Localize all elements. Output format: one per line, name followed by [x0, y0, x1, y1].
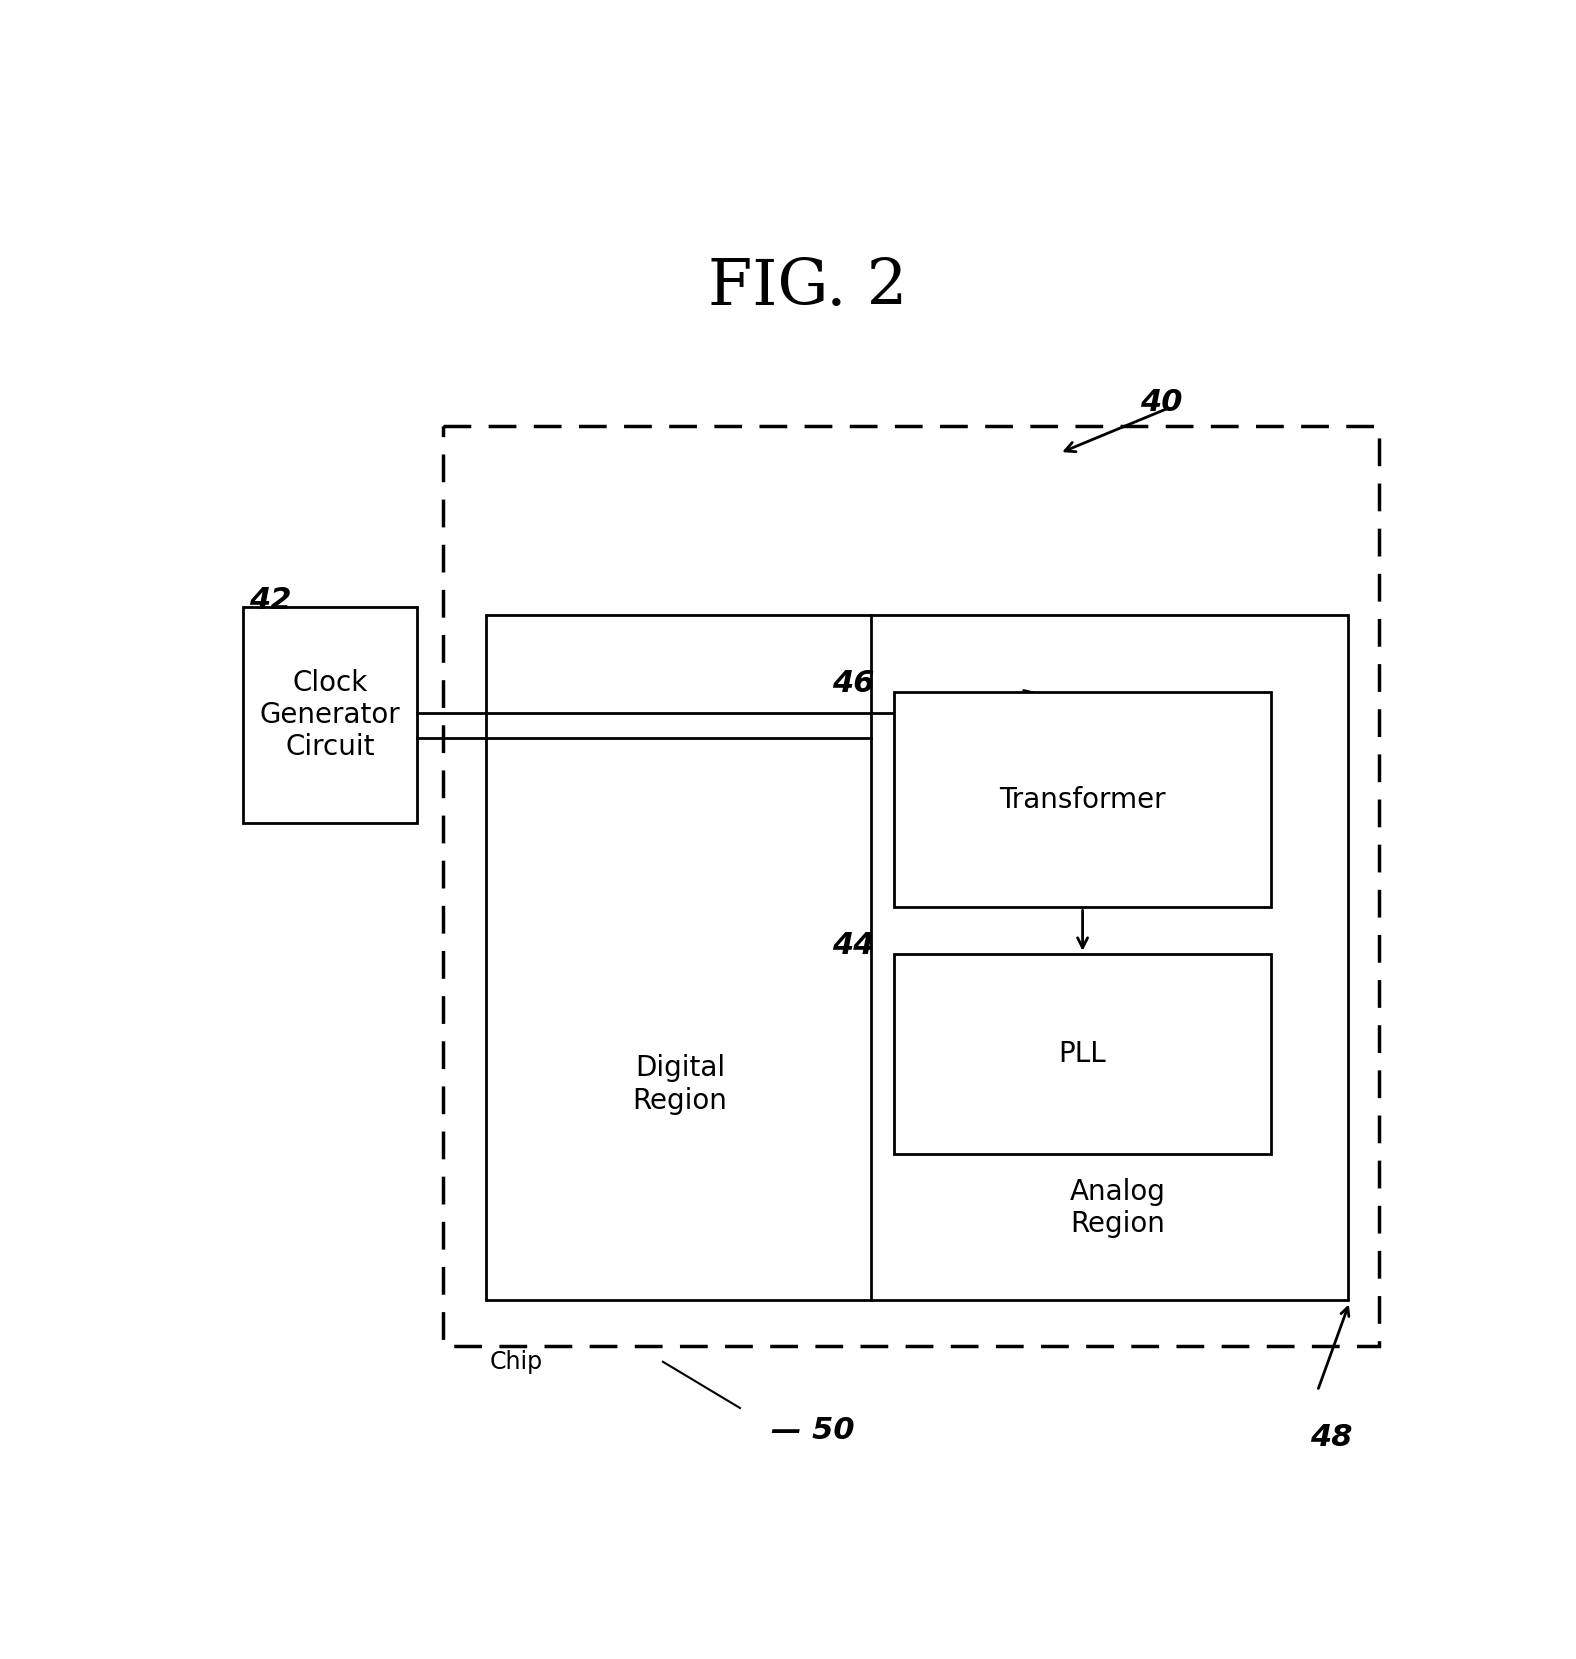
Bar	[243, 607, 416, 823]
Bar	[443, 426, 1379, 1347]
Text: FIG. 2: FIG. 2	[708, 257, 908, 319]
Text: — 50: — 50	[771, 1415, 854, 1445]
Text: Analog
Region: Analog Region	[1069, 1178, 1165, 1238]
Text: 46: 46	[832, 669, 875, 698]
Text: Digital
Region: Digital Region	[632, 1055, 727, 1115]
Text: 42: 42	[249, 586, 292, 615]
Text: Chip: Chip	[490, 1350, 542, 1374]
Text: Transformer: Transformer	[999, 786, 1166, 813]
Text: 40: 40	[1141, 388, 1184, 416]
Bar	[485, 615, 1347, 1301]
Text: 44: 44	[832, 931, 875, 961]
Bar	[894, 954, 1272, 1155]
Bar	[894, 692, 1272, 907]
Text: 48: 48	[1310, 1423, 1352, 1452]
Text: Clock
Generator
Circuit: Clock Generator Circuit	[260, 669, 400, 761]
Text: PLL: PLL	[1059, 1040, 1106, 1068]
